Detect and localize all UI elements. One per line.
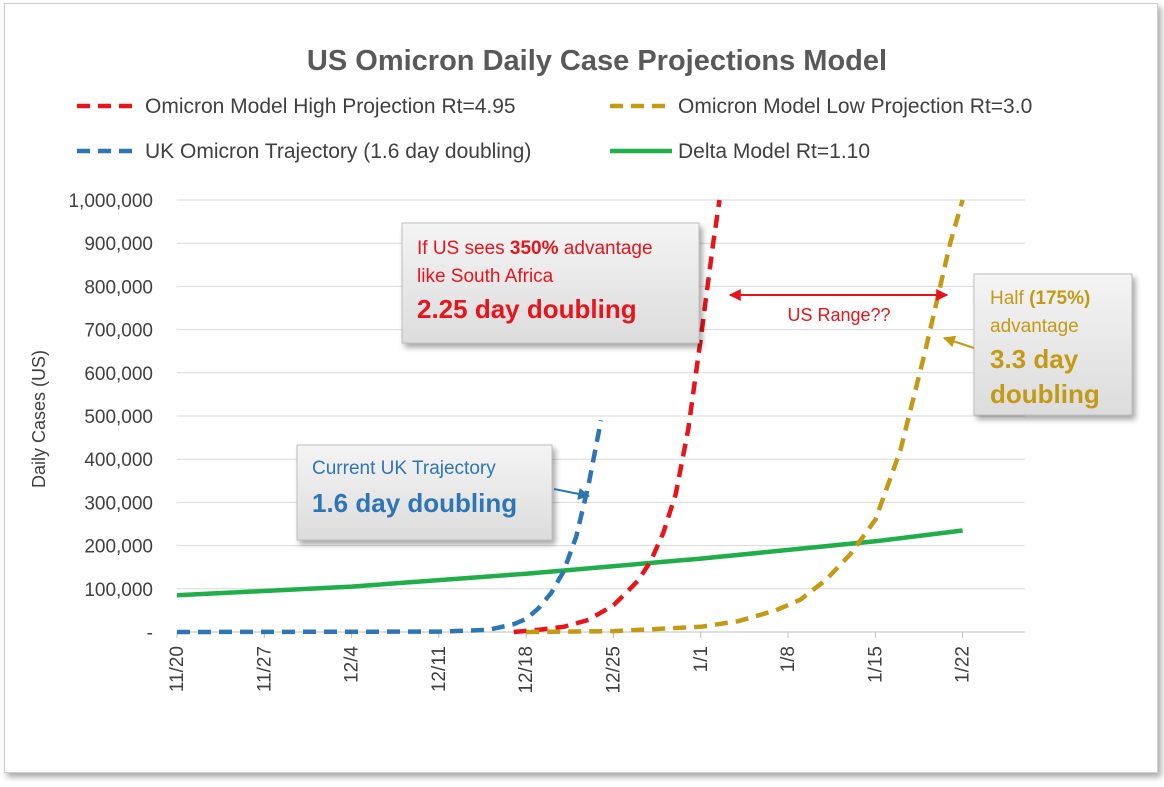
legend-label: Omicron Model Low Projection Rt=3.0 xyxy=(678,95,1032,118)
y-axis-ticks: - 100,000 200,000 300,000 400,000 500,000 600,… xyxy=(68,191,153,644)
x-axis-ticks: 11/20 11/27 12/4 12/11 12/18 12/25 1/1 1/8 1/15 1… xyxy=(167,632,974,694)
callout-low-projection: Half (175%) advantage 3.3 day doubling xyxy=(973,273,1133,416)
y-tick-label: 700,000 xyxy=(84,321,153,342)
x-tick-label: 12/25 xyxy=(603,646,624,694)
y-tick-label: - xyxy=(147,623,153,644)
legend-label: Delta Model Rt=1.10 xyxy=(678,140,870,163)
low-callout-arrow xyxy=(942,335,975,349)
series-line xyxy=(513,199,722,635)
callout-low-line1: Half (175%) xyxy=(990,288,1090,309)
callout-low-headline-2: doubling xyxy=(990,379,1100,409)
legend: Omicron Model High Projection Rt=4.95 Omi… xyxy=(77,95,1032,163)
series-lines xyxy=(176,199,965,635)
x-tick-label: 1/15 xyxy=(865,646,886,683)
callout-uk-trajectory: Current UK Trajectory 1.6 day doubling xyxy=(296,444,553,541)
y-tick-label: 500,000 xyxy=(84,407,153,428)
legend-label: UK Omicron Trajectory (1.6 day doubling) xyxy=(145,140,531,163)
y-tick-label: 900,000 xyxy=(84,234,153,255)
legend-label: Omicron Model High Projection Rt=4.95 xyxy=(145,95,516,118)
x-tick-label: 1/1 xyxy=(691,646,712,672)
callout-high-line2: like South Africa xyxy=(417,266,554,287)
callout-high-line1: If US sees 350% advantage xyxy=(417,238,653,259)
x-tick-label: 1/22 xyxy=(953,646,974,683)
y-tick-label: 100,000 xyxy=(84,580,153,601)
us-range-label: US Range?? xyxy=(787,305,890,325)
y-tick-label: 200,000 xyxy=(84,537,153,558)
callout-high-projection: If US sees 350% advantage like South Afr… xyxy=(401,222,700,344)
chart: US Omicron Daily Case Projections Model … xyxy=(29,45,1133,694)
y-axis-label: Daily Cases (US) xyxy=(29,350,49,488)
x-tick-label: 12/11 xyxy=(429,646,450,692)
y-tick-label: 300,000 xyxy=(84,493,153,514)
series-line xyxy=(176,528,963,598)
callout-low-line2: advantage xyxy=(990,316,1079,337)
x-tick-label: 11/20 xyxy=(167,646,188,692)
series-line xyxy=(526,199,965,635)
x-tick-label: 1/8 xyxy=(778,646,799,672)
callout-high-headline: 2.25 day doubling xyxy=(417,294,637,324)
y-tick-label: 1,000,000 xyxy=(68,191,153,212)
callout-uk-headline: 1.6 day doubling xyxy=(312,488,517,518)
chart-frame: US Omicron Daily Case Projections Model … xyxy=(4,3,1158,773)
series-line xyxy=(176,419,604,635)
chart-title: US Omicron Daily Case Projections Model xyxy=(307,45,887,77)
x-tick-label: 12/4 xyxy=(342,646,363,683)
x-tick-label: 12/18 xyxy=(516,646,537,694)
callout-uk-line1: Current UK Trajectory xyxy=(312,458,496,479)
uk-callout-arrow xyxy=(553,487,591,500)
y-tick-label: 800,000 xyxy=(84,277,153,298)
y-tick-label: 400,000 xyxy=(84,450,153,471)
x-tick-label: 11/27 xyxy=(254,646,275,692)
callout-low-headline-1: 3.3 day xyxy=(990,344,1079,374)
y-tick-label: 600,000 xyxy=(84,364,153,385)
